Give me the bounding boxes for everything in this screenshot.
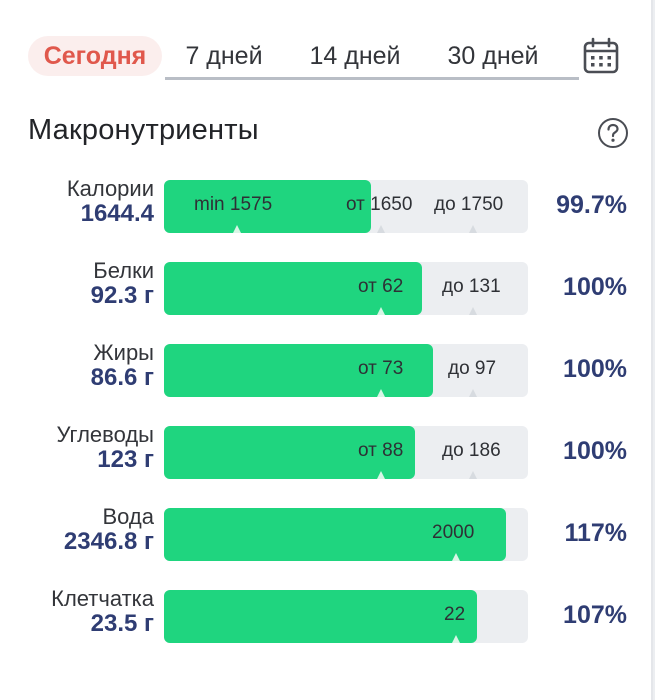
row-percent: 100% xyxy=(563,355,627,383)
row-label: Клетчатка xyxy=(51,586,154,611)
tabs-underline xyxy=(165,77,579,80)
calendar-icon[interactable] xyxy=(581,36,621,76)
target-marker-label: 22 xyxy=(444,604,466,625)
to-marker-tick xyxy=(469,307,477,315)
macro-row-protein: Белки 92.3 г от 62 до 131 100% xyxy=(0,258,651,318)
row-percent: 100% xyxy=(563,273,627,301)
progress-fill xyxy=(164,590,478,643)
to-marker-label: до 186 xyxy=(442,440,501,461)
progress-bar: от 88 до 186 xyxy=(164,426,528,479)
from-marker-label: от 73 xyxy=(358,358,404,379)
row-label: Углеводы xyxy=(56,422,154,447)
from-marker-tick xyxy=(377,471,385,479)
tab-7-days[interactable]: 7 дней xyxy=(185,42,263,70)
progress-bar: от 62 до 131 xyxy=(164,262,528,315)
row-label: Жиры xyxy=(93,340,154,365)
progress-bar: 22 xyxy=(164,590,528,643)
row-label: Вода xyxy=(102,504,155,529)
row-percent: 99.7% xyxy=(556,191,627,219)
progress-fill xyxy=(164,180,372,233)
row-amount: 1644.4 xyxy=(80,200,154,227)
question-circle-icon[interactable] xyxy=(597,117,629,149)
from-marker-label: от 62 xyxy=(358,276,404,297)
period-tabs: Сегодня 7 дней 14 дней 30 дней xyxy=(28,36,626,80)
row-label: Калории xyxy=(66,176,154,201)
tab-today[interactable]: Сегодня xyxy=(28,36,162,76)
target-marker-tick xyxy=(452,635,460,643)
to-marker-tick xyxy=(469,389,477,397)
to-marker-label: до 97 xyxy=(448,358,497,379)
progress-bar: min 1575 от 1650 до 1750 xyxy=(164,180,528,233)
row-amount: 86.6 г xyxy=(90,364,154,391)
section-title: Макронутриенты xyxy=(28,114,259,146)
row-amount: 92.3 г xyxy=(90,282,154,309)
macro-row-fiber: Клетчатка 23.5 г 22 107% xyxy=(0,586,651,646)
progress-fill xyxy=(164,344,434,397)
progress-bar: от 73 до 97 xyxy=(164,344,528,397)
from-marker-tick xyxy=(377,389,385,397)
row-amount: 23.5 г xyxy=(90,610,154,637)
row-amount: 123 г xyxy=(97,446,154,473)
min-marker-tick xyxy=(233,225,241,233)
target-marker-label: 2000 xyxy=(432,522,475,543)
target-marker-tick xyxy=(452,553,460,561)
row-percent: 117% xyxy=(564,519,627,547)
row-percent: 107% xyxy=(563,601,627,629)
macro-row-water: Вода 2346.8 г 2000 117% xyxy=(0,504,651,564)
progress-fill xyxy=(164,426,416,479)
from-marker-label: от 88 xyxy=(358,440,404,461)
to-marker-tick xyxy=(469,225,477,233)
macro-row-calories: Калории 1644.4 min 1575 от 1650 до 1750 … xyxy=(0,176,651,236)
from-marker-tick xyxy=(377,225,385,233)
progress-fill xyxy=(164,262,423,315)
tab-14-days[interactable]: 14 дней xyxy=(309,42,401,70)
row-amount: 2346.8 г xyxy=(63,528,154,555)
min-marker-label: min 1575 xyxy=(194,194,273,215)
progress-bar: 2000 xyxy=(164,508,528,561)
from-marker-label: от 1650 xyxy=(346,194,413,215)
from-marker-tick xyxy=(377,307,385,315)
to-marker-label: до 131 xyxy=(442,276,501,297)
row-percent: 100% xyxy=(563,437,627,465)
row-label: Белки xyxy=(93,258,154,283)
to-marker-label: до 1750 xyxy=(434,194,504,215)
tab-30-days[interactable]: 30 дней xyxy=(447,42,539,70)
macro-row-carbs: Углеводы 123 г от 88 до 186 100% xyxy=(0,422,651,482)
progress-fill xyxy=(164,508,507,561)
macro-row-fats: Жиры 86.6 г от 73 до 97 100% xyxy=(0,340,651,400)
to-marker-tick xyxy=(469,471,477,479)
